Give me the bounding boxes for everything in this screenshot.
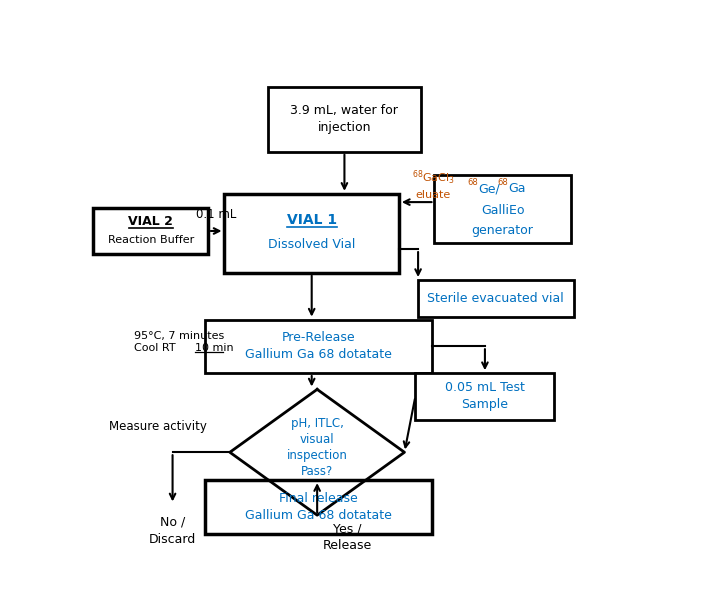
FancyBboxPatch shape	[415, 373, 555, 420]
Text: 68: 68	[467, 178, 478, 187]
Text: Cool RT: Cool RT	[134, 344, 180, 353]
FancyBboxPatch shape	[206, 319, 432, 373]
Text: 95°C, 7 minutes: 95°C, 7 minutes	[134, 331, 225, 341]
Text: VIAL 1: VIAL 1	[287, 214, 337, 227]
Text: 68: 68	[497, 178, 508, 187]
Text: Pre-Release
Gallium Ga 68 dotatate: Pre-Release Gallium Ga 68 dotatate	[245, 332, 392, 361]
Text: Reaction Buffer: Reaction Buffer	[108, 235, 194, 245]
Text: Dissolved Vial: Dissolved Vial	[268, 238, 356, 252]
Text: 10 min: 10 min	[195, 344, 234, 353]
Text: $^{68}$GaCl$_3$
eluate: $^{68}$GaCl$_3$ eluate	[412, 169, 455, 200]
Text: Ge/: Ge/	[478, 182, 500, 195]
FancyBboxPatch shape	[418, 280, 574, 317]
Text: 0.1 mL: 0.1 mL	[196, 208, 237, 221]
Text: No /
Discard: No / Discard	[149, 516, 196, 546]
FancyBboxPatch shape	[225, 194, 399, 273]
Text: Final release
Gallium Ga 68 dotatate: Final release Gallium Ga 68 dotatate	[245, 492, 392, 522]
Text: pH, ITLC,
visual
inspection
Pass?: pH, ITLC, visual inspection Pass?	[287, 417, 348, 478]
Text: VIAL 2: VIAL 2	[128, 215, 173, 228]
Text: 0.05 mL Test
Sample: 0.05 mL Test Sample	[445, 381, 525, 411]
Text: 3.9 mL, water for
injection: 3.9 mL, water for injection	[291, 104, 398, 134]
FancyBboxPatch shape	[268, 87, 421, 152]
Text: generator: generator	[472, 224, 534, 237]
FancyBboxPatch shape	[94, 208, 208, 254]
Text: Ga: Ga	[508, 182, 526, 195]
Text: Sterile evacuated vial: Sterile evacuated vial	[427, 292, 564, 305]
FancyBboxPatch shape	[434, 175, 571, 243]
Polygon shape	[230, 390, 404, 515]
Text: Yes /
Release: Yes / Release	[322, 522, 372, 552]
Text: GalliEo: GalliEo	[481, 204, 524, 217]
Text: Measure activity: Measure activity	[108, 420, 206, 433]
FancyBboxPatch shape	[206, 480, 432, 534]
